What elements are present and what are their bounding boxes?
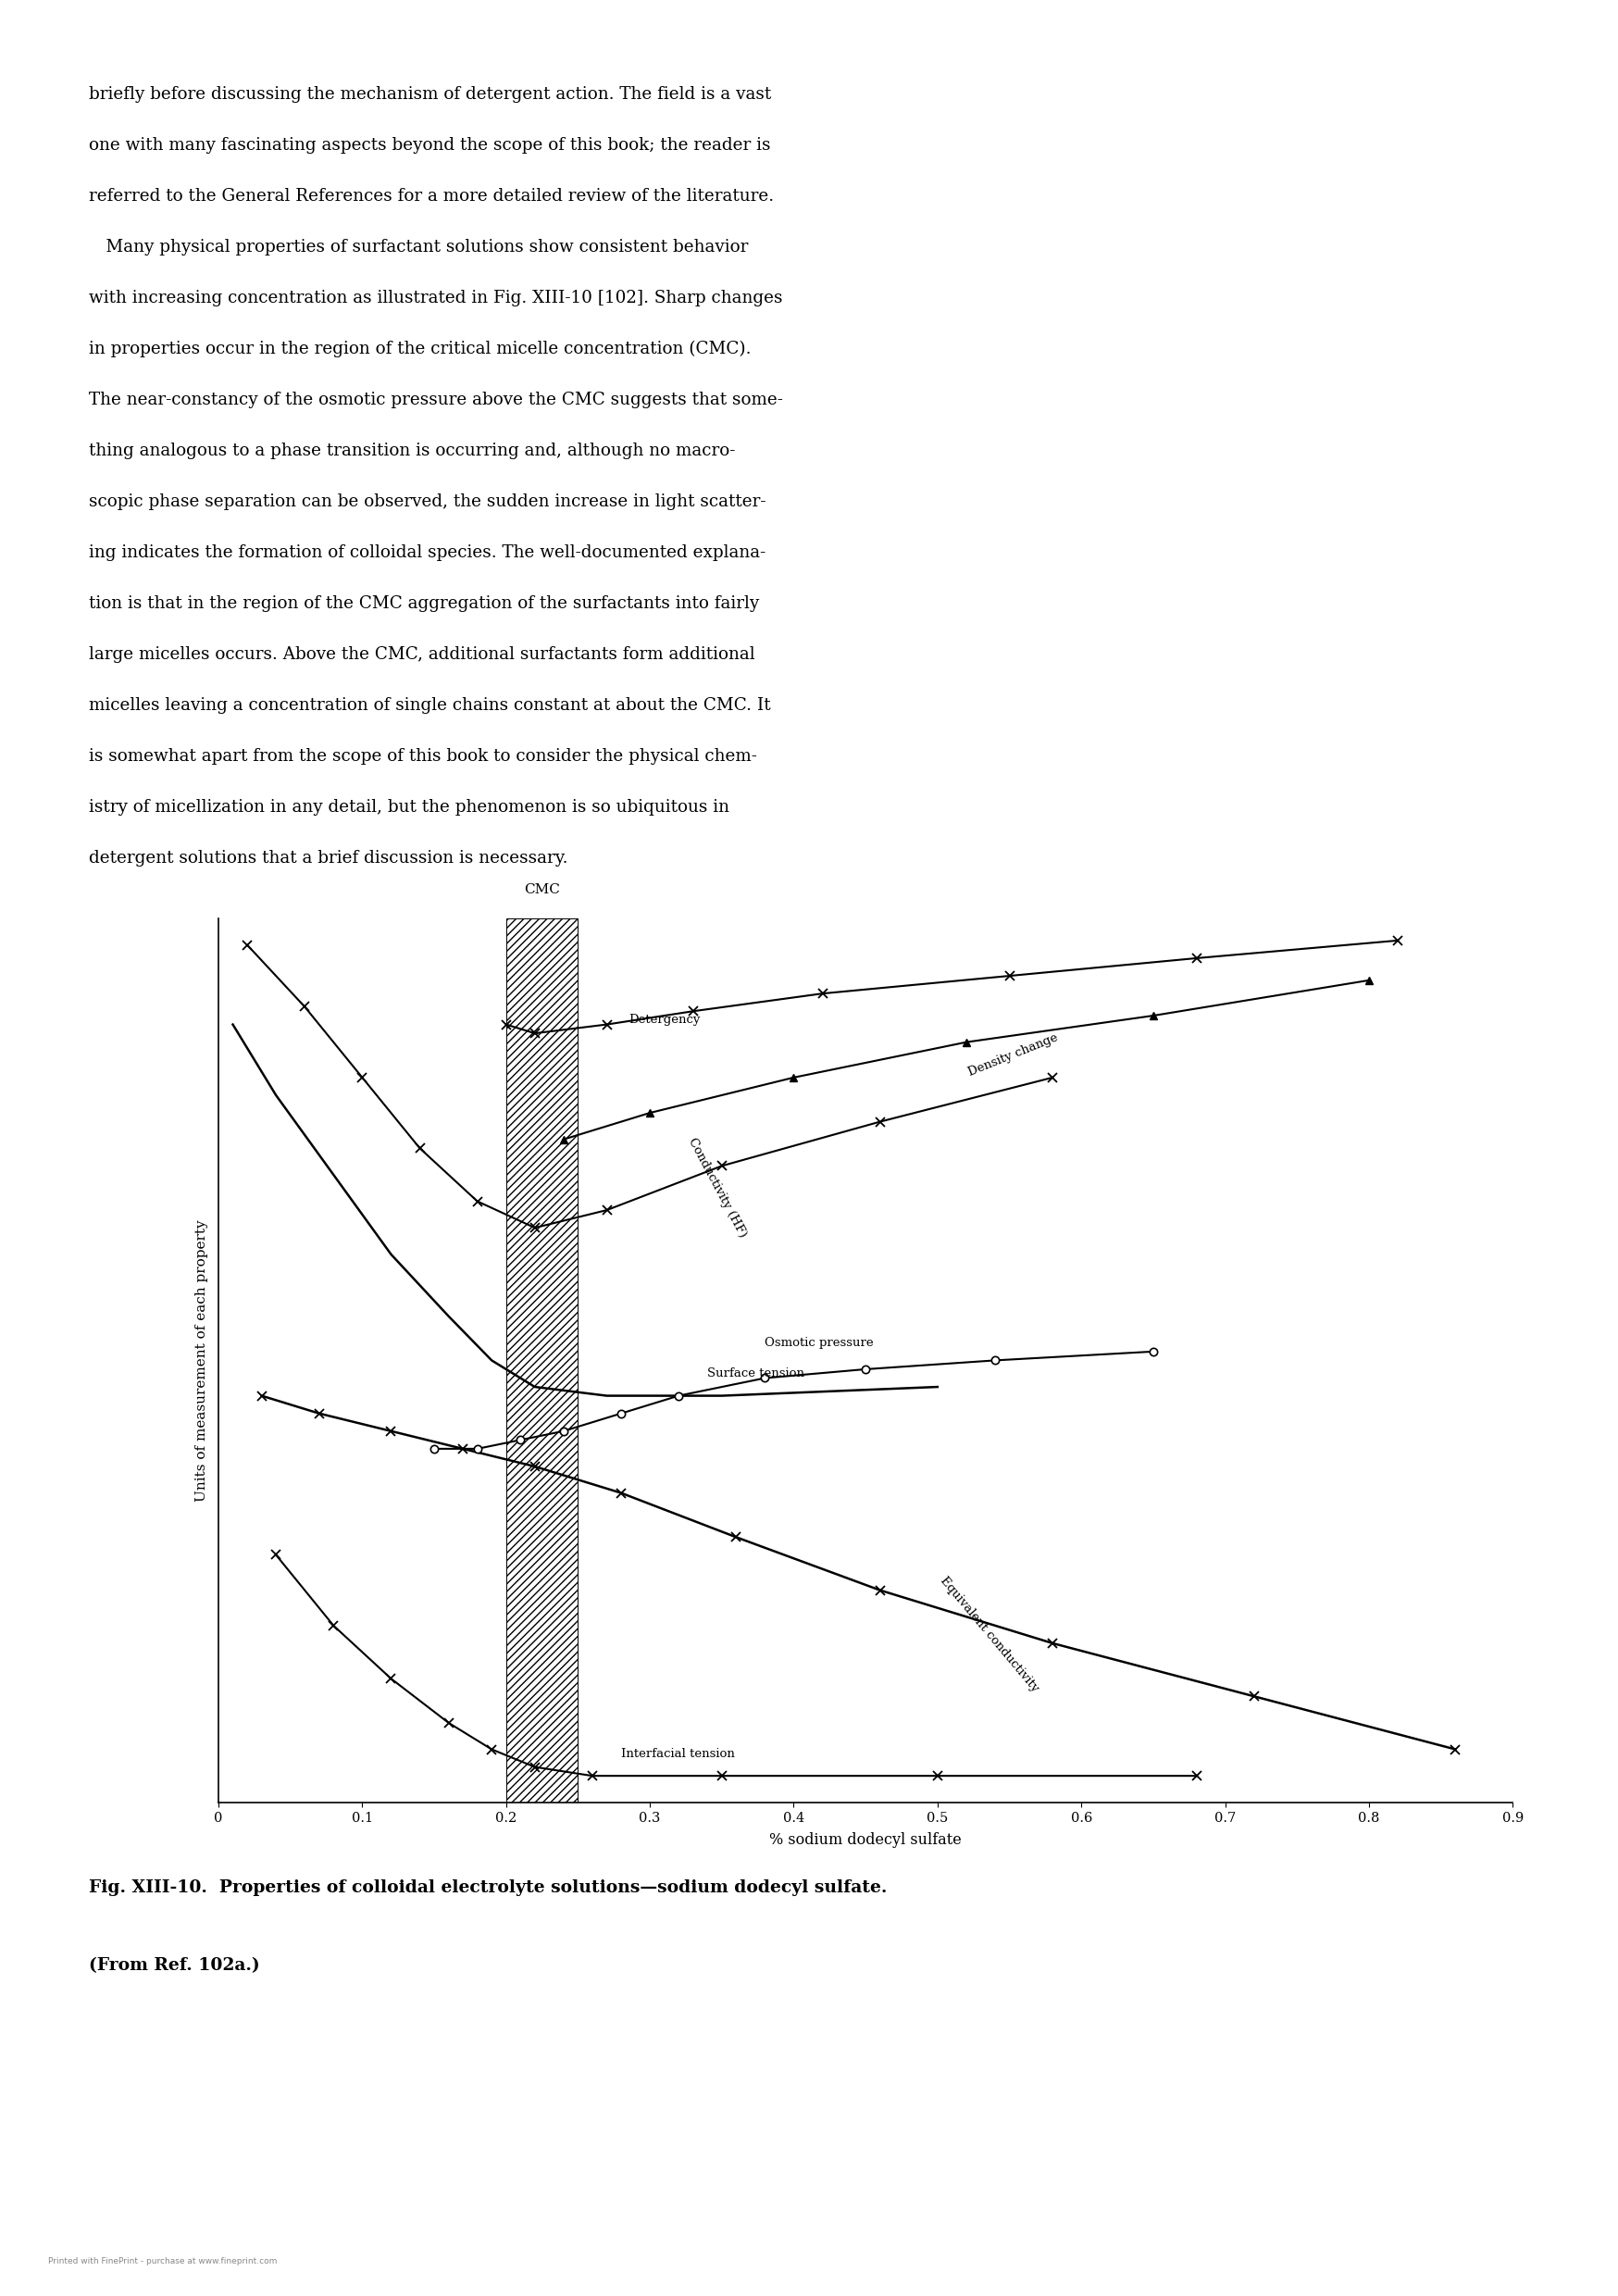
Text: istry of micellization in any detail, but the phenomenon is so ubiquitous in: istry of micellization in any detail, bu…	[89, 799, 730, 815]
Text: Detergency: Detergency	[628, 1015, 701, 1026]
Text: (From Ref. 102a.): (From Ref. 102a.)	[89, 1956, 260, 1975]
Text: large micelles occurs. Above the CMC, additional surfactants form additional: large micelles occurs. Above the CMC, ad…	[89, 647, 756, 664]
X-axis label: % sodium dodecyl sulfate: % sodium dodecyl sulfate	[770, 1832, 961, 1848]
Text: Conductivity (HF): Conductivity (HF)	[686, 1137, 749, 1240]
Text: Fig. XIII-10.  Properties of colloidal electrolyte solutions—sodium dodecyl sulf: Fig. XIII-10. Properties of colloidal el…	[89, 1880, 887, 1896]
Text: Osmotic pressure: Osmotic pressure	[765, 1336, 874, 1348]
Text: Surface tension: Surface tension	[707, 1368, 804, 1380]
Text: is somewhat apart from the scope of this book to consider the physical chem-: is somewhat apart from the scope of this…	[89, 748, 757, 765]
Text: detergent solutions that a brief discussion is necessary.: detergent solutions that a brief discuss…	[89, 850, 568, 868]
Text: Equivalent conductivity: Equivalent conductivity	[937, 1575, 1040, 1694]
Text: one with many fascinating aspects beyond the scope of this book; the reader is: one with many fascinating aspects beyond…	[89, 138, 770, 154]
Text: scopic phase separation can be observed, the sudden increase in light scatter-: scopic phase separation can be observed,…	[89, 494, 765, 510]
Text: with increasing concentration as illustrated in Fig. XIII-10 [102]. Sharp change: with increasing concentration as illustr…	[89, 289, 783, 305]
Text: in properties occur in the region of the critical micelle concentration (CMC).: in properties occur in the region of the…	[89, 340, 751, 358]
Text: micelles leaving a concentration of single chains constant at about the CMC. It: micelles leaving a concentration of sing…	[89, 698, 770, 714]
Text: referred to the General References for a more detailed review of the literature.: referred to the General References for a…	[89, 188, 773, 204]
Text: Density change: Density change	[966, 1031, 1060, 1079]
Text: briefly before discussing the mechanism of detergent action. The field is a vast: briefly before discussing the mechanism …	[89, 85, 772, 103]
Text: ing indicates the formation of colloidal species. The well-documented explana-: ing indicates the formation of colloidal…	[89, 544, 765, 560]
Y-axis label: Units of measurement of each property: Units of measurement of each property	[196, 1219, 209, 1502]
Text: CMC: CMC	[524, 884, 560, 895]
Text: thing analogous to a phase transition is occurring and, although no macro-: thing analogous to a phase transition is…	[89, 443, 736, 459]
Text: Many physical properties of surfactant solutions show consistent behavior: Many physical properties of surfactant s…	[89, 239, 749, 255]
Text: The near-constancy of the osmotic pressure above the CMC suggests that some-: The near-constancy of the osmotic pressu…	[89, 393, 783, 409]
Text: Printed with FinePrint - purchase at www.fineprint.com: Printed with FinePrint - purchase at www…	[49, 2257, 278, 2266]
Text: Interfacial tension: Interfacial tension	[621, 1747, 735, 1759]
Text: tion is that in the region of the CMC aggregation of the surfactants into fairly: tion is that in the region of the CMC ag…	[89, 595, 759, 613]
Bar	[506, 918, 578, 1802]
